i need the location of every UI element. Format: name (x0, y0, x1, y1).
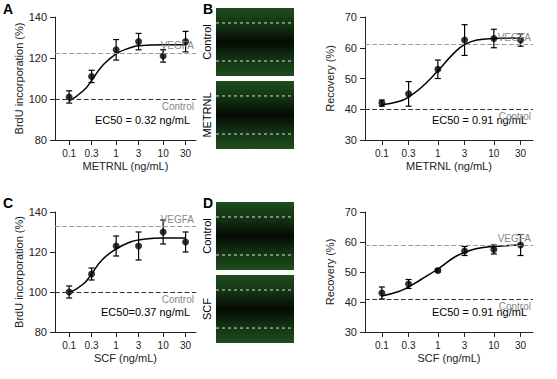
svg-text:30: 30 (180, 148, 192, 159)
svg-text:70: 70 (345, 11, 357, 23)
svg-text:EC50 = 0.91 ng/mL: EC50 = 0.91 ng/mL (431, 114, 527, 126)
svg-text:3: 3 (136, 148, 142, 159)
svg-text:0.1: 0.1 (375, 340, 389, 351)
svg-text:Control: Control (499, 301, 531, 312)
svg-text:0.1: 0.1 (62, 340, 76, 351)
svg-text:70: 70 (345, 206, 357, 218)
svg-text:VEGFA: VEGFA (161, 40, 195, 51)
svg-text:140: 140 (29, 11, 47, 23)
svg-text:0.3: 0.3 (402, 148, 416, 159)
svg-text:120: 120 (29, 52, 47, 64)
svg-text:EC50 = 0.91 ng/mL: EC50 = 0.91 ng/mL (431, 306, 527, 318)
svg-text:VEGFA: VEGFA (498, 32, 532, 43)
svg-text:100: 100 (29, 93, 47, 105)
svg-text:80: 80 (35, 134, 47, 146)
svg-text:140: 140 (29, 206, 47, 218)
svg-text:VEGFA: VEGFA (498, 233, 532, 244)
svg-text:10: 10 (488, 148, 500, 159)
svg-text:40: 40 (345, 296, 357, 308)
svg-text:D: D (203, 195, 213, 211)
svg-text:30: 30 (180, 340, 192, 351)
svg-text:Control: Control (162, 294, 194, 305)
svg-text:10: 10 (158, 148, 170, 159)
svg-text:Control: Control (162, 101, 194, 112)
svg-text:Recovery (%): Recovery (%) (324, 45, 336, 112)
svg-text:30: 30 (345, 134, 357, 146)
svg-text:1: 1 (113, 340, 119, 351)
svg-text:0.3: 0.3 (85, 148, 99, 159)
svg-text:B: B (203, 1, 213, 17)
svg-text:120: 120 (29, 246, 47, 258)
svg-text:VEGFA: VEGFA (161, 214, 195, 225)
svg-text:A: A (3, 1, 13, 17)
svg-text:C: C (3, 195, 13, 211)
svg-text:3: 3 (462, 340, 468, 351)
svg-text:BrdU incorporation (%): BrdU incorporation (%) (13, 23, 25, 135)
svg-text:BrdU incorporation (%): BrdU incorporation (%) (13, 216, 25, 328)
svg-text:Control: Control (201, 218, 213, 253)
svg-text:Control: Control (201, 24, 213, 59)
svg-text:0.1: 0.1 (375, 148, 389, 159)
svg-text:Recovery (%): Recovery (%) (324, 239, 336, 306)
svg-text:30: 30 (515, 148, 527, 159)
svg-text:40: 40 (345, 103, 357, 115)
svg-text:1: 1 (113, 148, 119, 159)
svg-text:METRNL (ng/mL): METRNL (ng/mL) (83, 160, 169, 172)
svg-text:1: 1 (435, 340, 441, 351)
svg-text:50: 50 (345, 266, 357, 278)
svg-text:30: 30 (345, 326, 357, 338)
svg-text:1: 1 (435, 148, 441, 159)
svg-text:80: 80 (35, 326, 47, 338)
svg-text:0.1: 0.1 (62, 148, 76, 159)
svg-text:30: 30 (515, 340, 527, 351)
svg-text:0.3: 0.3 (85, 340, 99, 351)
svg-text:METRNL: METRNL (201, 92, 213, 137)
svg-text:100: 100 (29, 286, 47, 298)
svg-text:SCF (ng/mL): SCF (ng/mL) (418, 352, 481, 364)
svg-text:10: 10 (488, 340, 500, 351)
svg-text:3: 3 (462, 148, 468, 159)
svg-text:60: 60 (345, 42, 357, 54)
svg-text:EC50=0.37 ng/mL: EC50=0.37 ng/mL (101, 306, 190, 318)
svg-text:60: 60 (345, 236, 357, 248)
svg-text:10: 10 (158, 340, 170, 351)
svg-text:SCF (ng/mL): SCF (ng/mL) (94, 352, 157, 364)
svg-text:Control: Control (499, 111, 531, 122)
svg-text:50: 50 (345, 73, 357, 85)
svg-text:METRNL (ng/mL): METRNL (ng/mL) (406, 160, 492, 172)
svg-text:0.3: 0.3 (402, 340, 416, 351)
svg-text:SCF: SCF (201, 298, 213, 320)
svg-text:3: 3 (136, 340, 142, 351)
svg-text:EC50 = 0.32 ng/mL: EC50 = 0.32 ng/mL (95, 114, 190, 126)
